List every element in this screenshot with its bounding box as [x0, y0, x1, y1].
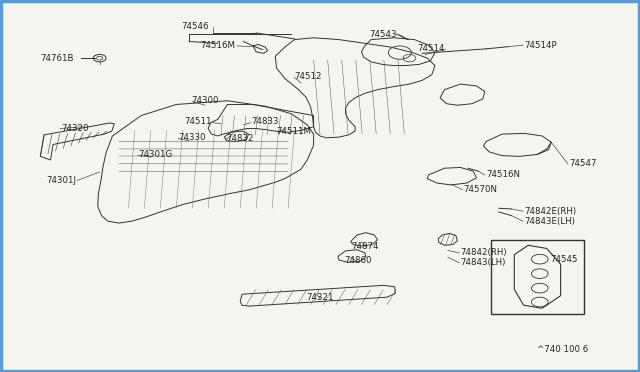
Text: 74547: 74547	[569, 159, 596, 168]
Text: 74545: 74545	[550, 254, 578, 263]
Text: 74301J: 74301J	[46, 176, 76, 185]
Text: 74511M: 74511M	[276, 126, 312, 136]
Text: 74833: 74833	[252, 118, 279, 126]
Text: 74320: 74320	[61, 124, 89, 133]
Text: 74511: 74511	[184, 118, 211, 126]
Text: 74843E(LH): 74843E(LH)	[524, 217, 575, 226]
Text: 74514P: 74514P	[524, 41, 557, 50]
Bar	[491, 240, 584, 314]
Text: 74860: 74860	[344, 256, 372, 265]
Text: 74843(LH): 74843(LH)	[461, 258, 506, 267]
Text: 74842(RH): 74842(RH)	[461, 248, 507, 257]
Text: 74300: 74300	[191, 96, 218, 105]
Text: 74321: 74321	[307, 294, 333, 302]
Text: 74301G: 74301G	[138, 150, 172, 159]
Text: 74512: 74512	[294, 72, 322, 81]
Text: ^740 100 6: ^740 100 6	[537, 345, 588, 354]
Text: 74330: 74330	[178, 133, 205, 142]
Text: 74570N: 74570N	[464, 185, 498, 194]
Text: 74842E(RH): 74842E(RH)	[524, 207, 577, 216]
Text: 74546: 74546	[181, 22, 209, 31]
Text: 74874: 74874	[351, 241, 378, 250]
Text: 74516N: 74516N	[486, 170, 520, 179]
Text: 74514: 74514	[417, 44, 445, 53]
Text: 74832: 74832	[226, 134, 253, 144]
Text: 74516M: 74516M	[201, 41, 236, 50]
Text: 74543: 74543	[369, 29, 397, 39]
Text: 74761B: 74761B	[40, 54, 74, 62]
